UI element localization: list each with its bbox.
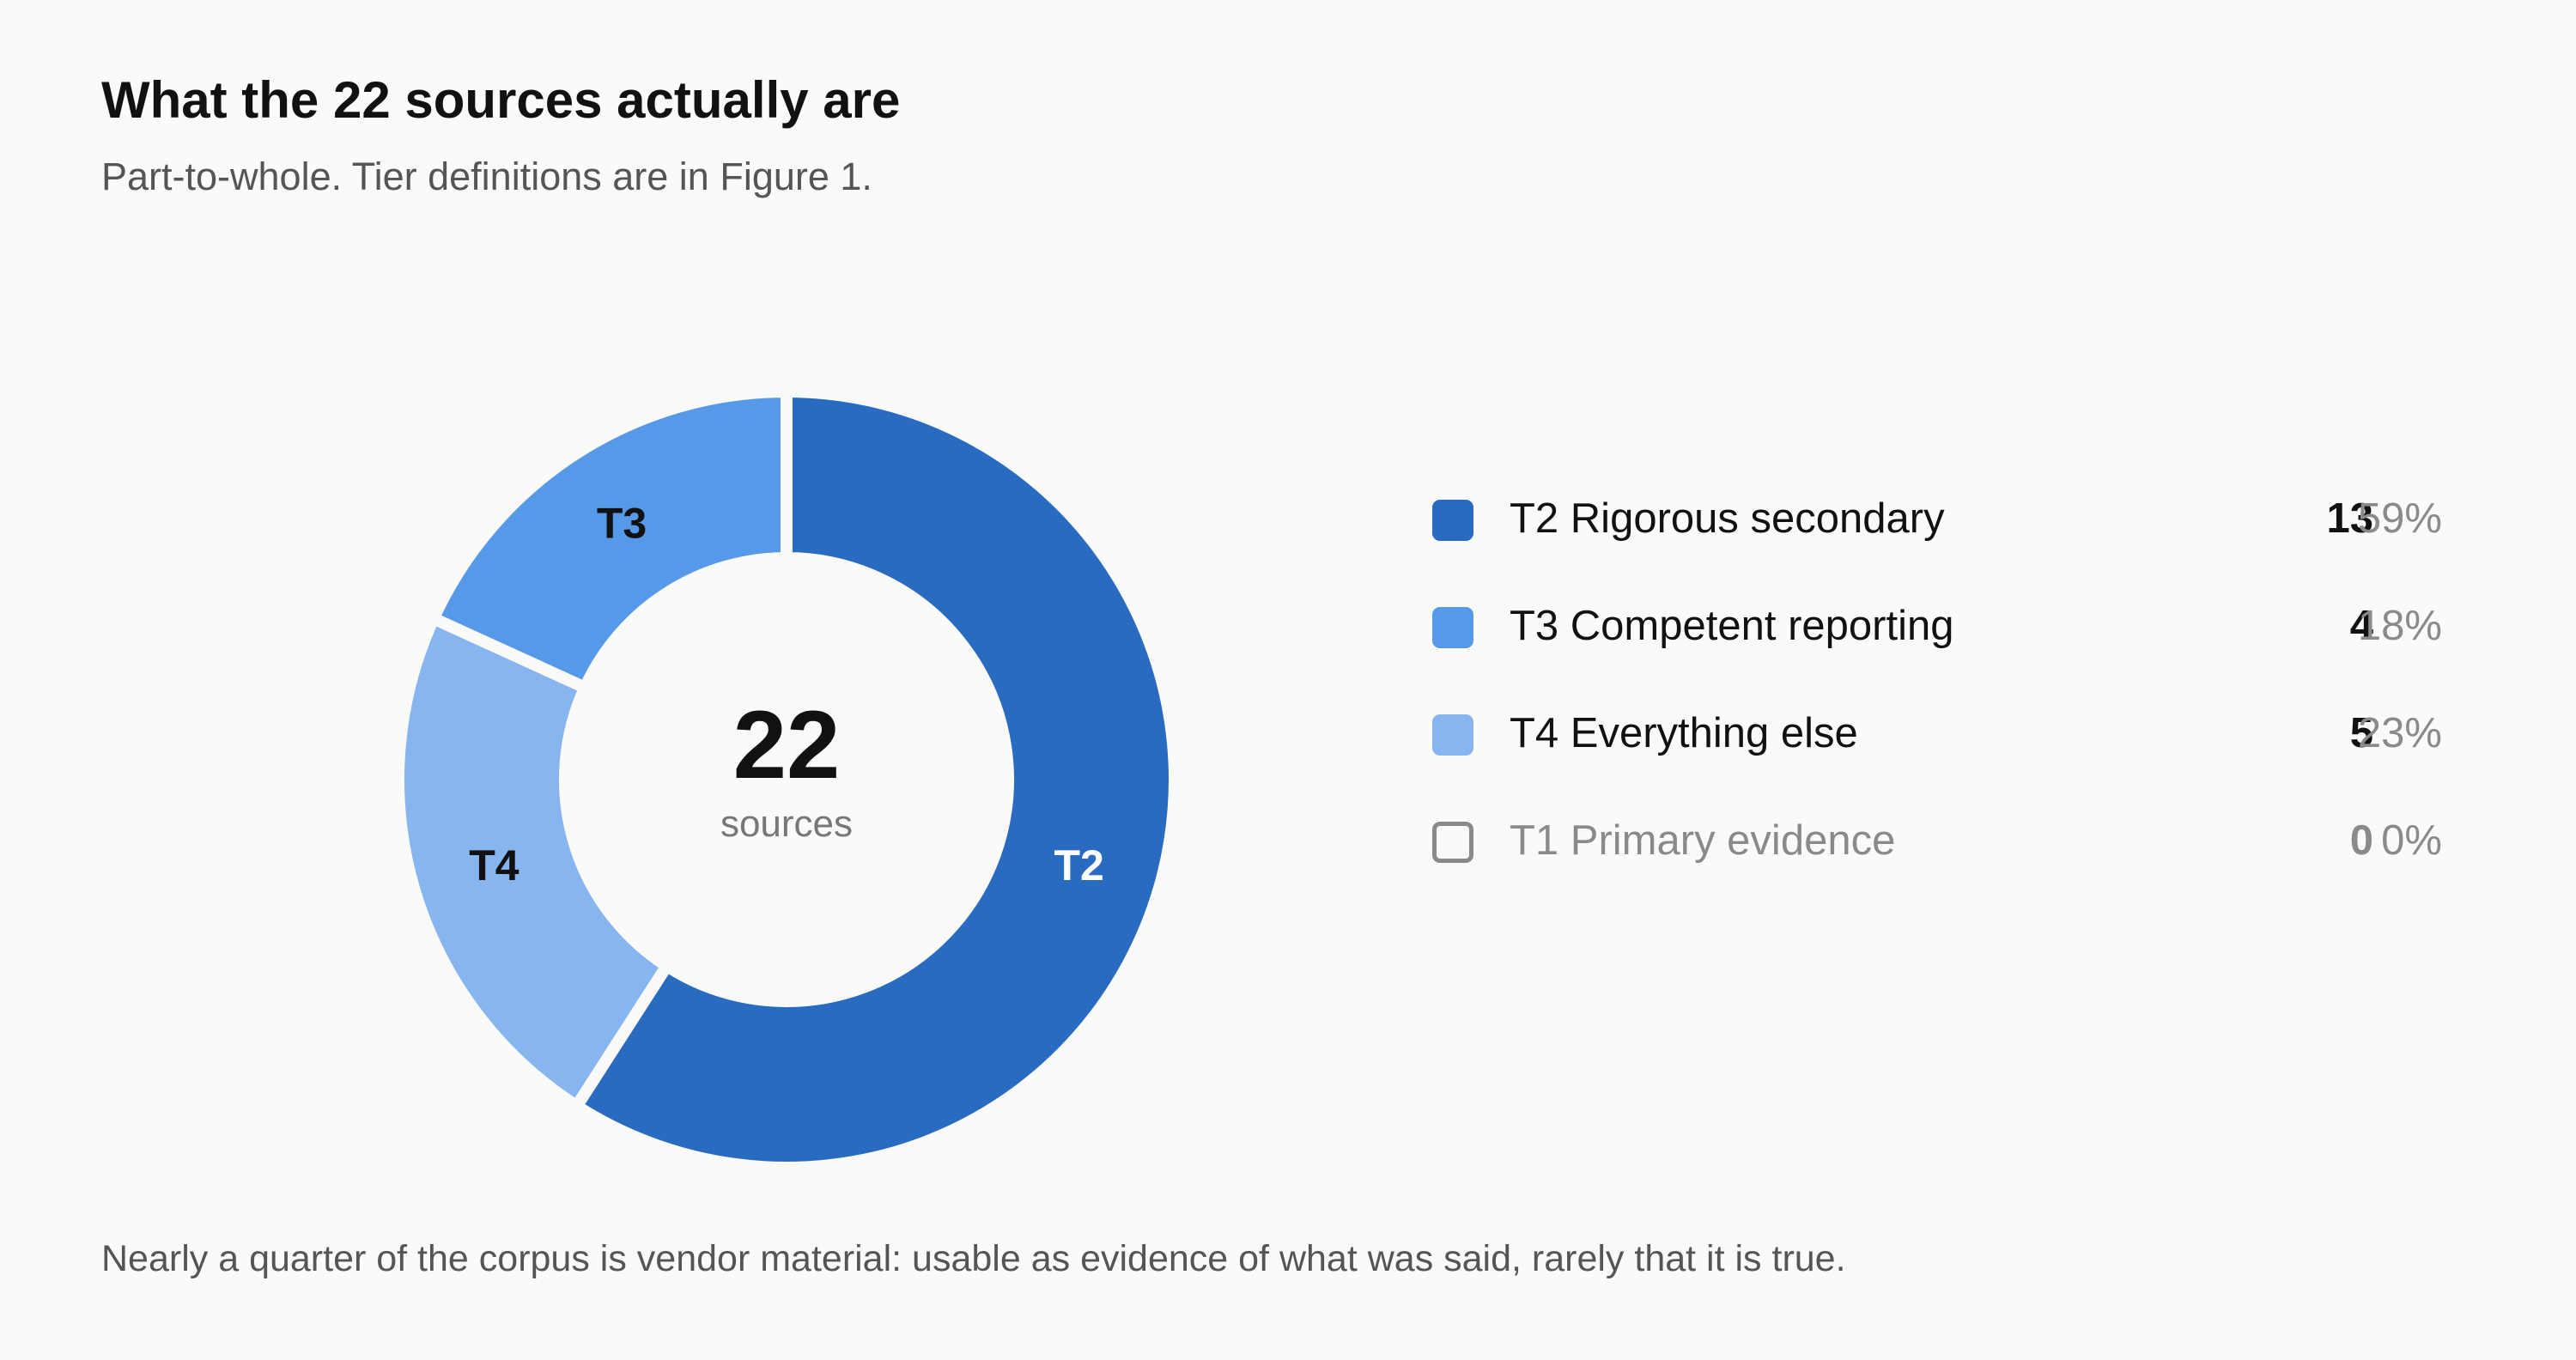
slice-label-t3: T3: [597, 499, 647, 547]
legend-item-t2: T2 Rigorous secondary 13 59%: [1429, 483, 2451, 590]
donut-center-value: 22: [733, 691, 841, 798]
legend-count-t1: 0: [2349, 817, 2373, 864]
legend-count-t4: 5: [2349, 710, 2373, 756]
legend-percent-t2: 59%: [2357, 495, 2442, 542]
legend-count-t2: 13: [2326, 495, 2373, 542]
legend-count-t3: 4: [2349, 603, 2373, 649]
legend-item-t1: T1 Primary evidence 0 0%: [1429, 804, 2451, 912]
legend-item-t3: T3 Competent reporting 4 18%: [1429, 590, 2451, 697]
donut-slice-t3: [425, 385, 793, 696]
legend-label-t1: T1 Primary evidence: [1510, 817, 1896, 864]
legend-label-t2: T2 Rigorous secondary: [1510, 495, 1945, 542]
donut-slice-t2: [568, 385, 1181, 1174]
legend-item-t4: T4 Everything else 5 23%: [1429, 697, 2451, 804]
donut-chart: T2 T4 T3 22 sources: [392, 385, 1181, 1174]
slice-label-t2: T2: [1054, 841, 1103, 889]
donut-center-label: sources: [720, 803, 853, 845]
chart-subtitle: Part-to-whole. Tier definitions are in F…: [101, 155, 872, 198]
legend-percent-t1: 0%: [2381, 817, 2442, 864]
slice-label-t4: T4: [469, 841, 519, 889]
chart-title: What the 22 sources actually are: [101, 71, 901, 129]
donut-slice-t4: [392, 610, 676, 1114]
legend-swatch-t1: [1432, 822, 1473, 863]
legend-percent-t4: 23%: [2357, 710, 2442, 756]
legend: T2 Rigorous secondary 13 59% T3 Competen…: [1429, 483, 2451, 912]
legend-label-t4: T4 Everything else: [1510, 710, 1858, 756]
legend-percent-t3: 18%: [2357, 603, 2442, 649]
legend-swatch-t4: [1432, 714, 1473, 756]
chart-footnote: Nearly a quarter of the corpus is vendor…: [101, 1238, 1846, 1279]
legend-swatch-t3: [1432, 607, 1473, 648]
legend-swatch-t2: [1432, 500, 1473, 541]
legend-label-t3: T3 Competent reporting: [1510, 603, 1954, 649]
